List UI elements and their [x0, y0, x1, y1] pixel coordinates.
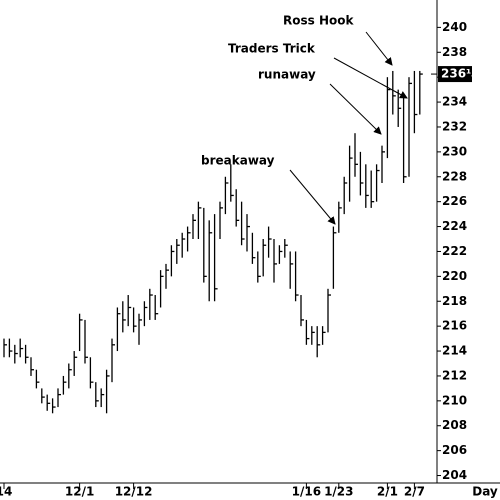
last-price-label: 236¹₄: [441, 67, 477, 81]
last-price-box: [438, 66, 472, 83]
y-tick-label: 206: [442, 443, 467, 457]
x-axis-label: Day: [472, 485, 498, 499]
y-tick-label: 208: [442, 418, 467, 432]
y-tick-label: 204: [442, 468, 467, 482]
annotation: Traders Trick: [228, 42, 316, 56]
y-tick-label: 238: [442, 45, 467, 59]
annotation: Ross Hook: [283, 14, 354, 28]
y-tick-label: 212: [442, 368, 467, 382]
x-tick-label: 2/1: [377, 485, 398, 499]
annotation-arrow: [329, 83, 382, 135]
y-tick-label: 234: [442, 95, 467, 109]
annotation-arrow: [333, 57, 408, 99]
y-tick-label: 228: [442, 169, 467, 183]
y-tick-label: 240: [442, 20, 467, 34]
x-tick-label: 12/1: [65, 485, 94, 499]
y-tick-label: 210: [442, 393, 467, 407]
x-tick-label: 2/7: [404, 485, 425, 499]
x-tick-label: 14: [0, 485, 12, 499]
y-tick-label: 216: [442, 319, 467, 333]
y-tick-label: 220: [442, 269, 467, 283]
y-tick-label: 226: [442, 194, 467, 208]
y-tick-label: 224: [442, 219, 467, 233]
y-tick-label: 230: [442, 144, 467, 158]
x-tick-label: 1/23: [324, 485, 353, 499]
annotation: breakaway: [201, 154, 275, 168]
y-tick-label: 232: [442, 119, 467, 133]
annotation-arrow: [289, 169, 336, 225]
annotation-arrow: [365, 31, 393, 66]
x-tick-label: 1/16: [292, 485, 321, 499]
y-tick-label: 214: [442, 344, 467, 358]
annotation: runaway: [258, 68, 316, 82]
y-tick-label: 218: [442, 294, 467, 308]
x-tick-label: 12/12: [115, 485, 153, 499]
y-tick-label: 222: [442, 244, 467, 258]
